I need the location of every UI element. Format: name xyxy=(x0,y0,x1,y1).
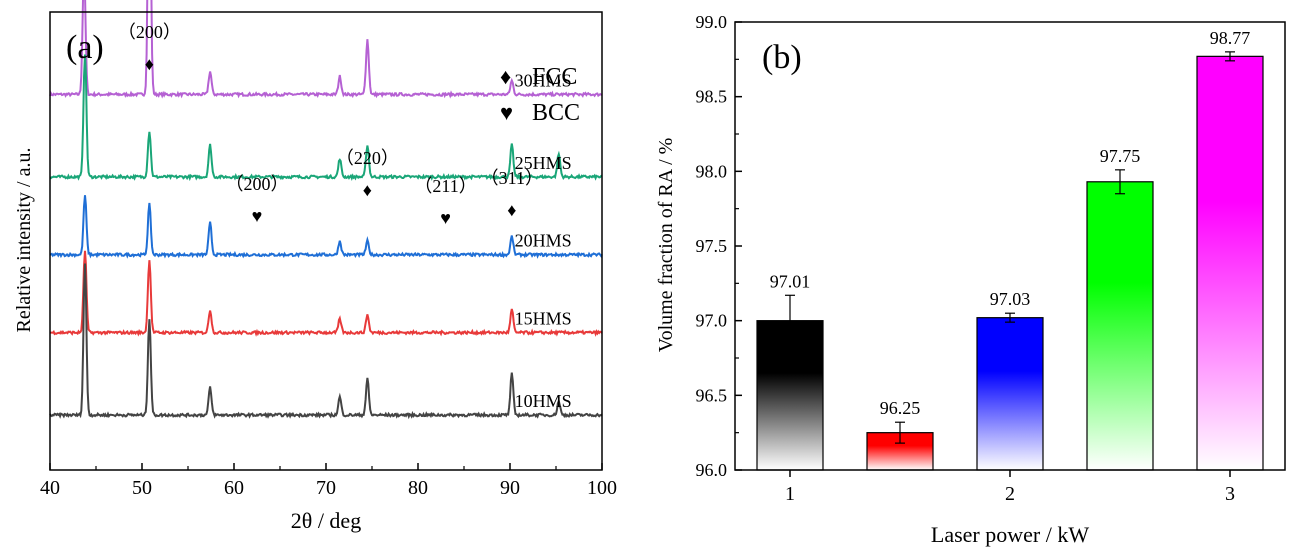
legend-fcc-label: FCC xyxy=(532,64,577,90)
bar-3 xyxy=(1086,181,1154,471)
bar-value-label-0: 97.01 xyxy=(770,271,811,291)
bar-panel: 97.01 96.25 97.03 97.75 98.77 96.0 96.5 97.0 97… xyxy=(655,12,1286,547)
annotation-symbol-4: ♦ xyxy=(507,200,516,220)
xrd-series-25HMS xyxy=(49,54,603,182)
xrd-x-tick-label-5: 90 xyxy=(500,477,520,499)
annotation-symbol-2: ♦ xyxy=(363,180,372,200)
peak-annotations: （200） ♦ （200） ♥ （220） ♦ （211） ♥ （311） ♦ xyxy=(118,22,543,228)
legend-bcc-symbol: ♥ xyxy=(500,100,513,125)
sample-label-25HMS: 25HMS xyxy=(515,153,572,173)
sample-label-10HMS: 10HMS xyxy=(515,391,572,411)
bar-4 xyxy=(1196,55,1264,471)
annotation-hkl-2: （220） xyxy=(336,148,399,168)
bar-value-labels: 97.01 96.25 97.03 97.75 98.77 xyxy=(770,28,1251,418)
annotation-symbol-1: ♥ xyxy=(252,206,263,226)
xrd-x-tick-label-1: 50 xyxy=(132,477,152,499)
bar-value-label-3: 97.75 xyxy=(1100,146,1141,166)
xrd-x-tick-label-3: 70 xyxy=(316,477,336,499)
bar-y-tick-label-5: 98.5 xyxy=(696,87,728,107)
xrd-y-axis-label: Relative intensity / a.u. xyxy=(13,148,35,333)
sample-label-20HMS: 20HMS xyxy=(515,231,572,251)
bar-y-axis-label: Volume fraction of RA / % xyxy=(655,138,677,353)
bar-x-tick-label-2: 3 xyxy=(1225,483,1235,505)
xrd-curves xyxy=(49,0,603,420)
bar-y-tick-label-4: 98.0 xyxy=(696,161,728,181)
bar-2 xyxy=(976,317,1044,471)
bar-y-tick-label-2: 97.0 xyxy=(696,311,728,331)
panel-a-label: (a) xyxy=(66,29,104,66)
bar-axes: 96.0 96.5 97.0 97.5 98.0 98.5 99.0 1 2 3 xyxy=(696,12,1286,505)
legend-fcc-symbol: ♦ xyxy=(500,64,511,89)
bar-value-label-2: 97.03 xyxy=(990,289,1031,309)
annotation-symbol-3: ♥ xyxy=(440,208,451,228)
xrd-series-10HMS xyxy=(49,263,603,420)
sample-label-15HMS: 15HMS xyxy=(515,309,572,329)
annotation-hkl-0: （200） xyxy=(118,22,181,42)
xrd-x-axis-label: 2θ / deg xyxy=(291,508,361,533)
xrd-series-30HMS xyxy=(49,0,603,99)
xrd-series-20HMS xyxy=(49,195,603,259)
xrd-series-15HMS xyxy=(49,250,603,337)
bar-y-tick-label-1: 96.5 xyxy=(696,385,728,405)
sample-labels: 30HMS 25HMS 20HMS 15HMS 10HMS xyxy=(515,70,572,411)
bar-x-tick-label-1: 2 xyxy=(1005,483,1015,505)
xrd-x-tick-label-4: 80 xyxy=(408,477,428,499)
xrd-axes: 40 50 60 70 80 90 100 xyxy=(40,11,617,499)
annotation-hkl-4: （311） xyxy=(481,168,543,188)
xrd-x-tick-label-0: 40 xyxy=(40,477,60,499)
xrd-x-tick-label-6: 100 xyxy=(587,477,617,499)
annotation-hkl-3: （211） xyxy=(414,176,476,196)
sample-label-30HMS: 30HMS xyxy=(515,70,572,90)
bars xyxy=(756,51,1264,471)
bar-y-tick-label-0: 96.0 xyxy=(696,460,728,480)
bar-y-tick-label-6: 99.0 xyxy=(696,12,728,32)
legend-bcc-label: BCC xyxy=(532,100,580,126)
annotation-hkl-1: （200） xyxy=(226,174,289,194)
bar-value-label-4: 98.77 xyxy=(1210,28,1251,48)
xrd-legend: ♦ FCC ♥ BCC xyxy=(500,64,580,126)
xrd-x-tick-label-2: 60 xyxy=(224,477,244,499)
bar-y-tick-label-3: 97.5 xyxy=(696,236,728,256)
bar-x-axis-label: Laser power / kW xyxy=(931,522,1089,547)
annotation-symbol-0: ♦ xyxy=(145,54,154,74)
bar-x-tick-label-0: 1 xyxy=(785,483,795,505)
panel-b-label: (b) xyxy=(762,39,802,76)
bar-value-label-1: 96.25 xyxy=(880,398,921,418)
